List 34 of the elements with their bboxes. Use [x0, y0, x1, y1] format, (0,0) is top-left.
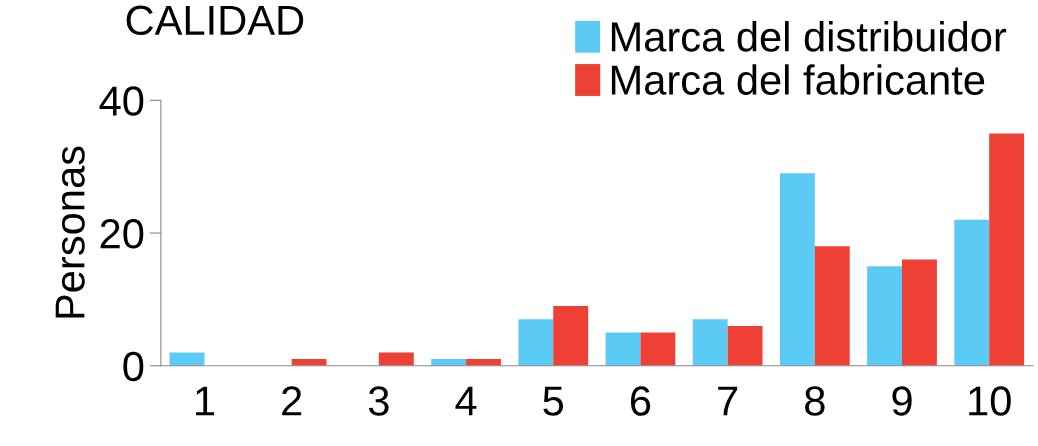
bar: [640, 332, 676, 366]
bar: [989, 133, 1025, 366]
bar: [814, 246, 850, 366]
x-tick-label: 8: [805, 386, 825, 416]
bar: [902, 259, 937, 366]
x-tick-label: 9: [892, 386, 912, 416]
bar: [954, 219, 990, 366]
x-tick-label: 7: [718, 386, 738, 416]
legend-label: Marca del fabricante: [611, 64, 985, 95]
bar: [466, 359, 501, 366]
chart-title: CALIDAD: [126, 5, 304, 36]
x-tick-label: 10: [969, 386, 1011, 416]
x-tick-label: 3: [368, 386, 389, 416]
bar: [779, 173, 815, 366]
bar: [867, 266, 903, 366]
bar: [291, 359, 327, 366]
bar: [553, 306, 589, 366]
bar: [378, 352, 414, 366]
bar: [169, 352, 205, 366]
bar: [518, 319, 554, 366]
y-axis-title: Personas: [55, 146, 85, 318]
x-tick-label: 5: [543, 386, 564, 416]
x-tick-label: 4: [455, 386, 477, 416]
bar: [431, 359, 467, 366]
y-tick-label: 0: [123, 351, 144, 382]
bar: [605, 332, 641, 366]
x-tick-label: 2: [282, 386, 302, 416]
x-tick-label: 6: [630, 386, 651, 416]
bar: [727, 325, 763, 366]
y-tick-label: 40: [99, 86, 144, 116]
bar: [692, 319, 728, 366]
legend-label: Marca del distribuidor: [611, 21, 1007, 52]
y-tick-label: 20: [100, 219, 144, 249]
x-tick-label: 1: [196, 386, 215, 416]
